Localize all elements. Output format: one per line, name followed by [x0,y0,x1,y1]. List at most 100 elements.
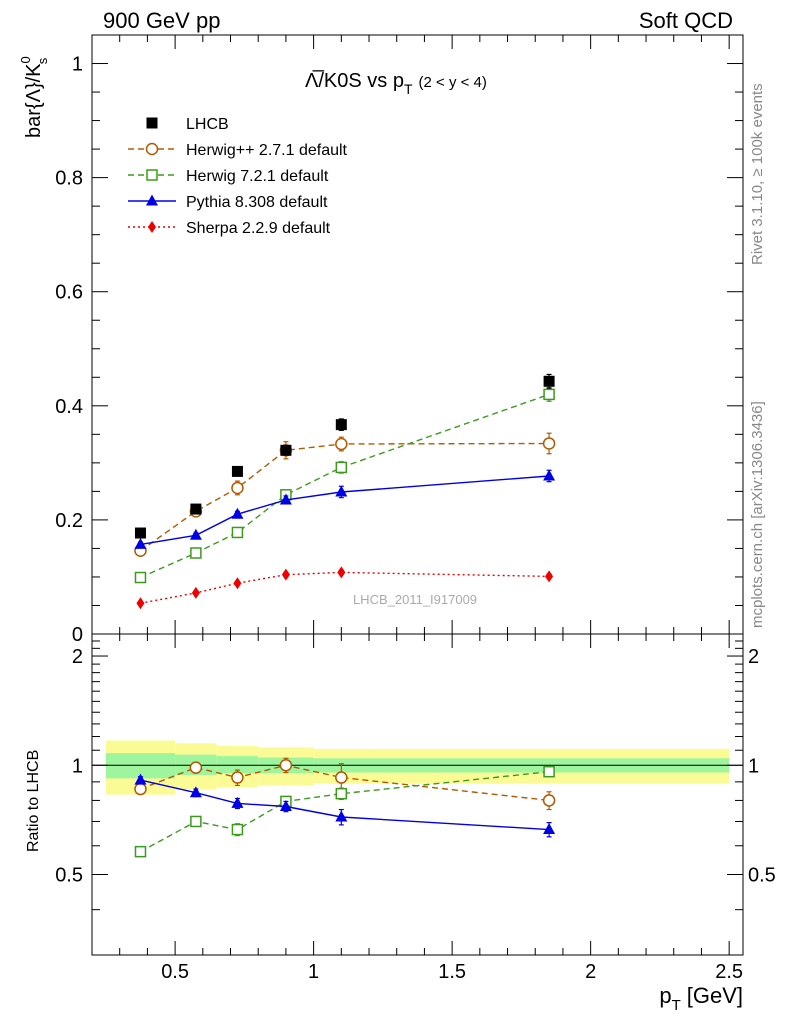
y-axis-label-sub: s [35,57,50,64]
ratio-point-pythia-8-308-default [189,786,202,798]
mcplots-label: mcplots.cern.ch [arXiv:1306.3436] [749,401,766,628]
x-tick-label: 2.5 [715,961,743,983]
y-tick-label: 1 [72,54,83,76]
main-point-herwig-7-2-1-default [335,461,348,474]
chart-title-sub: T [404,81,413,97]
ratio-panel: 0.5 0.5 1 1 2 2 0.5 1 1.5 2 2.5 Ratio to LHCB [25,633,776,983]
main-series-lhcb [134,373,555,539]
legend-item-lhcb: LHCB [146,116,229,133]
legend-label: Pythia 8.308 default [186,194,328,211]
ratio-line-pythia-8-308-default [140,779,550,831]
watermark: LHCB_2011_I917009 [353,592,477,607]
ratio-point-herwig-7-2-1-default [134,845,147,858]
ratio-y-tick-label-right: 0.5 [748,864,776,886]
y-tick-label: 0.6 [55,282,83,304]
legend-item-sherpa-2-2-9-default: Sherpa 2.2.9 default [128,220,331,237]
x-tick-label: 1.5 [438,961,466,983]
main-point-sherpa-2-2-9-default [233,577,242,590]
header-right: Soft QCD [639,8,733,33]
ratio-y-tick-label: 1 [72,755,83,777]
y-axis-label: bar{Λ}/K0 s [18,56,50,138]
main-point-herwig-2-7-1-default [542,437,556,450]
ratio-line-herwig-7-2-1-default [140,771,550,853]
ratio-point-pythia-8-308-default [335,810,348,822]
ratio-point-herwig-2-7-1-default [231,771,244,784]
ratio-point-herwig-7-2-1-default [190,815,202,828]
main-point-lhcb [134,527,146,539]
main-point-sherpa-2-2-9-default [281,568,290,581]
ratio-point-herwig-7-2-1-default [231,823,244,836]
main-line-pythia-8-308-default [140,475,550,546]
ratio-series-pythia-8-308-default [134,773,556,838]
ratio-point-herwig-2-7-1-default [542,794,556,807]
ratio-point-herwig-2-7-1-default [335,771,348,784]
main-point-herwig-7-2-1-default [190,547,202,559]
main-point-herwig-7-2-1-default [134,571,147,584]
main-point-pythia-8-308-default [279,493,292,505]
x-axis-label-sub: T [672,997,681,1014]
main-point-pythia-8-308-default [335,485,348,497]
main-point-lhcb [190,503,202,515]
ratio-y-tick-label: 0.5 [55,864,83,886]
y-axis-label-main: bar{Λ}/K [23,63,45,138]
legend-label: Herwig 7.2.1 default [186,168,329,185]
main-panel: LHCB_2011_I917009 0 0.2 0.4 0.6 0.8 1 Λ̅/K0S … [18,34,744,646]
ratio-point-herwig-2-7-1-default [134,782,147,796]
chart-title-range: (2 < y < 4) [419,74,487,91]
main-point-pythia-8-308-default [134,537,147,549]
main-series-herwig-7-2-1-default [134,386,555,584]
rivet-label: Rivet 3.1.10, ≥ 100k events [749,83,766,265]
main-point-herwig-2-7-1-default [335,437,348,451]
ratio-point-pythia-8-308-default [231,796,244,808]
legend-item-pythia-8-308-default: Pythia 8.308 default [128,194,328,211]
main-series-sherpa-2-2-9-default [136,566,554,610]
main-point-herwig-2-7-1-default [231,481,244,495]
main-point-lhcb [280,444,292,456]
main-line-herwig-7-2-1-default [140,393,550,579]
y-tick-label: 0.2 [55,510,83,532]
y-tick-label: 0 [72,624,83,646]
x-tick-label: 1 [308,961,319,983]
ratio-point-pythia-8-308-default [279,799,292,811]
main-point-lhcb [543,375,555,387]
main-series-pythia-8-308-default [134,469,556,549]
main-point-sherpa-2-2-9-default [545,570,554,583]
main-line-sherpa-2-2-9-default [140,571,550,604]
y-tick-label: 0.8 [55,168,83,190]
legend: LHCB Herwig++ 2.7.1 default Herwig 7.2.1 d… [128,116,348,237]
main-point-sherpa-2-2-9-default [191,586,200,599]
header-left: 900 GeV pp [103,8,220,33]
main-point-sherpa-2-2-9-default [136,597,145,610]
main-point-pythia-8-308-default [231,507,244,519]
chart-title: Λ̅/K0S vs pT (2 < y < 4) [305,69,487,97]
chart-title-main: Λ̅/K0S vs p [305,69,404,92]
legend-label: LHCB [186,116,229,133]
ratio-point-herwig-7-2-1-default [335,787,348,800]
main-point-pythia-8-308-default [189,528,202,540]
ratio-y-tick-label-right: 1 [748,755,759,777]
legend-item-herwig-7-2-1-default: Herwig 7.2.1 default [128,168,329,185]
x-axis-label-main: p [659,983,671,1008]
x-tick-label: 2 [585,961,596,983]
ratio-frame [91,633,744,956]
ratio-y-tick-label-right: 2 [748,646,759,668]
main-point-sherpa-2-2-9-default [337,566,346,579]
ratio-y-tick-label: 2 [72,646,83,668]
ratio-point-herwig-2-7-1-default [279,759,293,772]
legend-item-herwig-2-7-1-default: Herwig++ 2.7.1 default [128,142,348,159]
ratio-point-herwig-2-7-1-default [189,761,203,774]
legend-marker [148,221,156,233]
legend-marker [146,117,158,129]
y-axis-label-sup: 0 [18,56,33,63]
main-point-herwig-7-2-1-default [543,388,555,401]
main-point-pythia-8-308-default [543,469,556,481]
main-point-lhcb [335,419,347,431]
main-line-herwig-2-7-1-default [140,442,550,552]
ratio-line-herwig-2-7-1-default [140,764,550,802]
x-tick-label: 0.5 [161,961,189,983]
ratio-point-pythia-8-308-default [543,823,556,835]
x-axis-label-unit: [GeV] [687,983,743,1008]
main-point-herwig-7-2-1-default [231,526,244,539]
legend-marker [146,194,158,206]
